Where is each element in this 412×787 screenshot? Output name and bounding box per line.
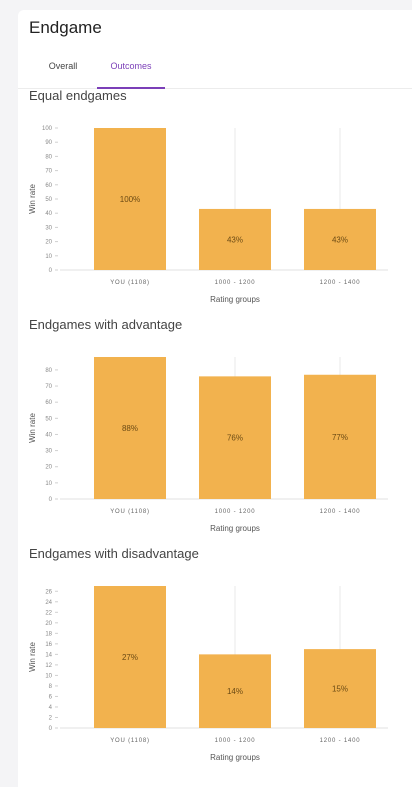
y-axis-label: Win rate [28,413,37,443]
bar-value-label: 76% [227,434,243,443]
y-tick-label: 12 [45,663,52,669]
y-axis-label: Win rate [28,642,37,672]
x-tick-label: YOU (1108) [110,509,150,515]
y-tick-label: 20 [45,621,52,627]
x-axis-label: Rating groups [210,524,260,533]
y-tick-label: 60 [45,400,52,406]
bar-value-label: 43% [227,235,243,244]
y-tick-label: 70 [45,384,52,390]
y-tick-label: 0 [49,726,53,732]
y-tick-label: 80 [45,368,52,374]
x-tick-label: 1200 - 1400 [320,738,361,744]
x-tick-label: 1200 - 1400 [320,280,361,286]
y-tick-label: 50 [45,416,52,422]
y-tick-label: 4 [49,705,53,711]
y-tick-label: 18 [45,631,52,637]
y-tick-label: 40 [45,432,52,438]
bar-value-label: 43% [332,235,348,244]
x-tick-label: 1000 - 1200 [215,509,256,515]
x-tick-label: 1200 - 1400 [320,509,361,515]
bar-value-label: 27% [122,653,138,662]
y-tick-label: 8 [49,684,53,690]
x-tick-label: YOU (1108) [110,280,150,286]
y-tick-label: 0 [49,268,53,274]
y-tick-label: 100 [42,126,53,132]
bar-value-label: 100% [120,195,140,204]
y-tick-label: 60 [45,183,52,189]
x-tick-label: YOU (1108) [110,738,150,744]
bar-value-label: 88% [122,424,138,433]
y-tick-label: 20 [45,465,52,471]
y-tick-label: 30 [45,449,52,455]
y-tick-label: 10 [45,254,52,260]
y-tick-label: 6 [49,694,53,700]
equal-endgames-chart: 0 10 20 30 40 50 60 70 80 90 100 Win rate 100% YOU (1… [18,110,412,310]
y-tick-label: 10 [45,481,52,487]
tab-outcomes[interactable]: Outcomes [97,56,165,89]
y-tick-label: 50 [45,197,52,203]
endgame-card: Endgame Overall Outcomes Equal endgames … [18,10,412,787]
y-tick-label: 90 [45,140,52,146]
y-tick-label: 2 [49,715,53,721]
chart-title-equal: Equal endgames [29,88,127,103]
x-axis-label: Rating groups [210,753,260,762]
y-tick-label: 14 [45,652,52,658]
y-tick-label: 10 [45,673,52,679]
tab-overall[interactable]: Overall [32,56,94,87]
bar-value-label: 15% [332,685,348,694]
y-tick-label: 22 [45,610,52,616]
page-title: Endgame [29,18,102,38]
y-tick-label: 0 [49,497,53,503]
y-tick-label: 70 [45,169,52,175]
y-tick-label: 40 [45,211,52,217]
advantage-endgames-chart: 0 10 20 30 40 50 60 70 80 Win rate 88% YOU (1108) 76… [18,339,412,539]
y-tick-label: 24 [45,600,52,606]
x-axis-label: Rating groups [210,295,260,304]
y-tick-label: 26 [45,589,52,595]
y-tick-label: 80 [45,154,52,160]
y-tick-label: 30 [45,225,52,231]
tab-bar: Overall Outcomes [18,56,412,89]
y-axis-label: Win rate [28,184,37,214]
x-tick-label: 1000 - 1200 [215,738,256,744]
chart-title-advantage: Endgames with advantage [29,317,182,332]
x-tick-label: 1000 - 1200 [215,280,256,286]
y-tick-label: 20 [45,240,52,246]
chart-title-disadvantage: Endgames with disadvantage [29,546,199,561]
y-tick-label: 16 [45,642,52,648]
bar-value-label: 14% [227,687,243,696]
bar-value-label: 77% [332,433,348,442]
